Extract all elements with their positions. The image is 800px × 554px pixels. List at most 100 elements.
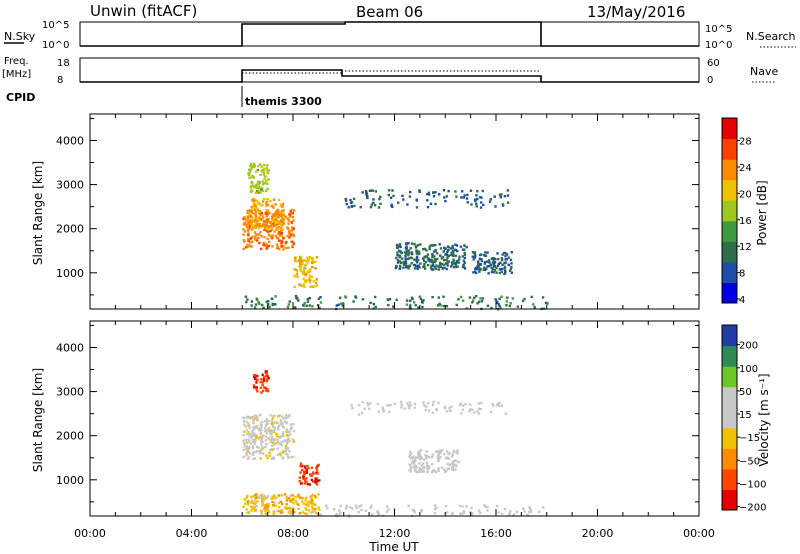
velocity-cell — [360, 508, 363, 512]
velocity-cell — [274, 426, 277, 430]
power-cell — [492, 256, 495, 260]
velocity-cell — [286, 447, 289, 450]
power-cell — [280, 217, 284, 220]
velocity-cell — [439, 450, 443, 454]
power-cell — [391, 189, 394, 192]
power-cell — [439, 254, 442, 257]
velocity-cell — [437, 469, 440, 472]
velocity-cell — [273, 438, 276, 441]
power-cell — [415, 252, 418, 255]
velocity-cell — [385, 505, 389, 508]
power-cell — [301, 263, 304, 266]
power-cell — [292, 227, 295, 231]
power-cell — [498, 297, 501, 300]
power-cell — [275, 227, 278, 231]
power-cell — [395, 264, 398, 268]
power-cell — [248, 176, 251, 180]
velocity-cell — [420, 464, 423, 467]
velocity-cell — [305, 470, 308, 473]
velocity-cell — [257, 446, 260, 449]
power-cell — [274, 303, 277, 306]
velocity-cell — [377, 513, 381, 516]
velocity-cell — [278, 452, 282, 455]
nsky-label: N.Sky — [4, 30, 36, 43]
velocity-cell — [264, 426, 267, 429]
velocity-cell — [275, 442, 278, 445]
site-title: Unwin (fitACF) — [90, 2, 197, 20]
power-cell — [250, 304, 253, 307]
power-cell — [471, 250, 475, 254]
power-cell — [391, 205, 394, 209]
velocity-cell — [252, 426, 255, 429]
velocity-cell — [265, 389, 268, 392]
power-cell — [270, 216, 274, 219]
velocity-cell — [529, 509, 533, 512]
power-cell — [404, 264, 408, 268]
power-cell — [246, 211, 249, 214]
power-cell — [278, 231, 281, 234]
power-cell — [450, 261, 454, 264]
velocity-cell — [419, 455, 423, 458]
velocity-cell — [411, 455, 415, 458]
power-cell — [509, 302, 512, 305]
velocity-cell — [294, 495, 297, 499]
velocity-cell — [285, 507, 289, 510]
velocity-cell — [267, 510, 270, 514]
velocity-cell — [242, 439, 245, 442]
velocity-cell — [496, 402, 500, 406]
power-cell — [306, 261, 310, 264]
power-cell — [438, 261, 442, 264]
power-cell — [508, 269, 512, 272]
velocity-cell — [414, 459, 417, 462]
velocity-colorbar-segment — [722, 448, 737, 470]
power-cell — [272, 206, 275, 209]
power-cell — [280, 244, 283, 248]
velocity-colorbar-segment — [722, 489, 737, 511]
x-tick-label: 04:00 — [176, 527, 208, 540]
power-cell — [473, 251, 477, 254]
power-cell — [446, 254, 450, 258]
velocity-cell — [431, 411, 434, 414]
power-cell — [431, 253, 434, 256]
power-cell — [454, 264, 457, 267]
power-cell — [471, 301, 474, 304]
velocity-cell — [351, 407, 354, 410]
velocity-cell — [415, 470, 419, 474]
velocity-cell — [277, 494, 280, 497]
velocity-cell — [269, 440, 272, 444]
power-cell — [295, 273, 299, 276]
freq-unit: [MHz] — [2, 69, 31, 80]
velocity-cell — [265, 503, 269, 506]
velocity-cell — [264, 509, 267, 512]
power-cell — [403, 251, 406, 254]
velocity-colorbar-tick: 200 — [739, 341, 758, 352]
power-cell — [505, 253, 508, 256]
velocity-cell — [351, 507, 354, 510]
power-cell — [250, 205, 253, 209]
velocity-cell — [406, 402, 409, 405]
velocity-cell — [468, 410, 471, 413]
power-cell — [266, 204, 270, 207]
power-cell — [399, 251, 403, 254]
power-cell — [252, 162, 256, 165]
velocity-cell — [245, 508, 248, 511]
velocity-cell — [477, 407, 481, 410]
velocity-cell — [269, 448, 272, 452]
power-cell — [492, 271, 495, 274]
power-cell — [291, 240, 294, 243]
power-cell — [478, 267, 481, 270]
velocity-cell — [256, 390, 259, 393]
velocity-cell — [315, 466, 319, 469]
power-cell — [405, 252, 408, 255]
power-cell — [413, 267, 417, 270]
power-cell — [418, 190, 421, 193]
power-cell — [411, 297, 414, 301]
velocity-cell — [284, 439, 287, 442]
velocity-cell — [271, 500, 274, 504]
power-cell — [282, 219, 285, 223]
velocity-cell — [307, 504, 310, 508]
velocity-cell — [492, 404, 495, 408]
velocity-cell — [281, 440, 285, 443]
velocity-cell — [299, 496, 302, 499]
velocity-cell — [529, 510, 533, 513]
